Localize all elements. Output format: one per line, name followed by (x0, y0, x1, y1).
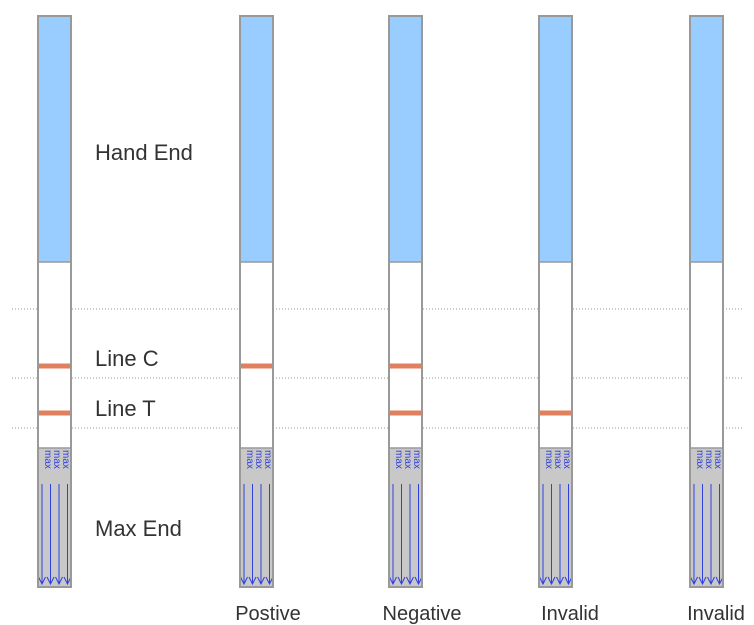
max-text: max (703, 450, 714, 469)
strip-border (689, 15, 724, 588)
max-end-label: Max End (95, 516, 182, 541)
captions-group: Postive Negative Invalid Invalid (235, 603, 745, 625)
flow-arrow-head (265, 576, 274, 586)
max-end-zone (539, 448, 572, 587)
max-text: max (402, 450, 413, 469)
hand-end-zone (539, 16, 572, 262)
max-text: max (60, 450, 71, 469)
flow-arrow-head (707, 576, 715, 586)
max-text: max (262, 450, 273, 469)
hand-end-zone (38, 16, 71, 262)
dotted-guides (12, 308, 744, 429)
strip-caption: Invalid (541, 603, 599, 625)
hand-end-zone (240, 16, 273, 262)
strip-border (37, 15, 72, 588)
max-text: max (253, 450, 264, 469)
strip-caption: Postive (235, 603, 301, 625)
test-line-t (390, 410, 421, 416)
flow-arrow-head (539, 576, 547, 586)
max-end-zone (389, 448, 422, 587)
control-line-c (39, 363, 70, 369)
flow-arrow-head (240, 576, 248, 586)
control-line-c (241, 363, 272, 369)
strip-border (388, 15, 423, 588)
max-text: max (552, 450, 563, 469)
flow-arrow-head (690, 576, 698, 586)
strip-border (239, 15, 274, 588)
flow-arrow-head (55, 576, 63, 586)
flow-arrow-head (564, 576, 573, 586)
strip-caption: Negative (383, 603, 462, 625)
flow-arrow-head (389, 576, 397, 586)
max-end-zone (690, 448, 723, 587)
max-text: max (561, 450, 572, 469)
flow-arrow-head (38, 576, 46, 586)
max-text: max (694, 450, 705, 469)
flow-arrow-head (715, 576, 724, 586)
max-text: max (393, 450, 404, 469)
flow-arrow-head (397, 576, 406, 586)
flow-arrow-head (406, 576, 414, 586)
line-t-label: Line T (95, 396, 156, 421)
max-text: max (712, 450, 723, 469)
control-line-c (390, 363, 421, 369)
max-text: max (543, 450, 554, 469)
strip-border (538, 15, 573, 588)
max-end-zone (38, 448, 71, 587)
line-c-label: Line C (95, 346, 159, 371)
max-text: max (51, 450, 62, 469)
flow-arrow-head (698, 576, 707, 586)
max-end-zone (240, 448, 273, 587)
flow-arrow-head (257, 576, 265, 586)
hand-end-zone (389, 16, 422, 262)
flow-arrow-head (248, 576, 257, 586)
max-text: max (244, 450, 255, 469)
flow-arrow-head (547, 576, 556, 586)
test-line-t (540, 410, 571, 416)
hand-end-label: Hand End (95, 140, 193, 165)
flow-arrow-head (414, 576, 423, 586)
test-line-t (39, 410, 70, 416)
max-text: max (411, 450, 422, 469)
flow-arrow-head (46, 576, 55, 586)
strip-caption: Invalid (687, 603, 745, 625)
hand-end-zone (690, 16, 723, 262)
flow-arrow-head (556, 576, 564, 586)
max-text: max (42, 450, 53, 469)
flow-arrow-head (63, 576, 72, 586)
